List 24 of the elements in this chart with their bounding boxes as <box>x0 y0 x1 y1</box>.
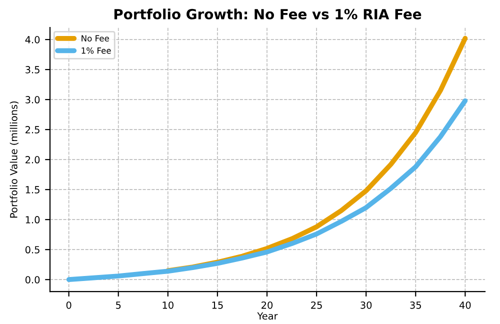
y-axis-title: Portfolio Value (millions) <box>10 101 19 218</box>
x-tick-label: 5 <box>116 302 121 309</box>
x-axis-title: Year <box>257 312 278 320</box>
y-tick-label: 0.0 <box>25 276 40 284</box>
legend-label: 1% Fee <box>82 47 111 54</box>
x-tick-label: 25 <box>311 301 322 309</box>
x-tick-label: 20 <box>262 301 273 309</box>
x-tick-label: 30 <box>360 301 372 309</box>
x-tick-label: 15 <box>212 302 223 309</box>
y-tick-label: 2.5 <box>26 126 40 134</box>
x-tick-label: 35 <box>410 301 421 309</box>
y-tick-label: 1.0 <box>26 216 40 224</box>
y-tick-label: 4.0 <box>25 36 40 44</box>
chart-title: Portfolio Growth: No Fee vs 1% RIA Fee <box>114 8 422 20</box>
y-tick-label: 3.0 <box>26 96 40 104</box>
line-series <box>66 98 468 282</box>
y-tick-label: 3.5 <box>26 66 40 74</box>
y-tick-label: 1.5 <box>26 186 40 194</box>
y-tick-label: 0.5 <box>25 246 40 254</box>
x-tick-label: 40 <box>459 301 471 309</box>
legend-label: No Fee <box>82 35 109 42</box>
y-tick-label: 2.0 <box>26 156 40 164</box>
x-tick-label: 10 <box>162 301 174 309</box>
x-tick-label: 0 <box>66 301 72 309</box>
